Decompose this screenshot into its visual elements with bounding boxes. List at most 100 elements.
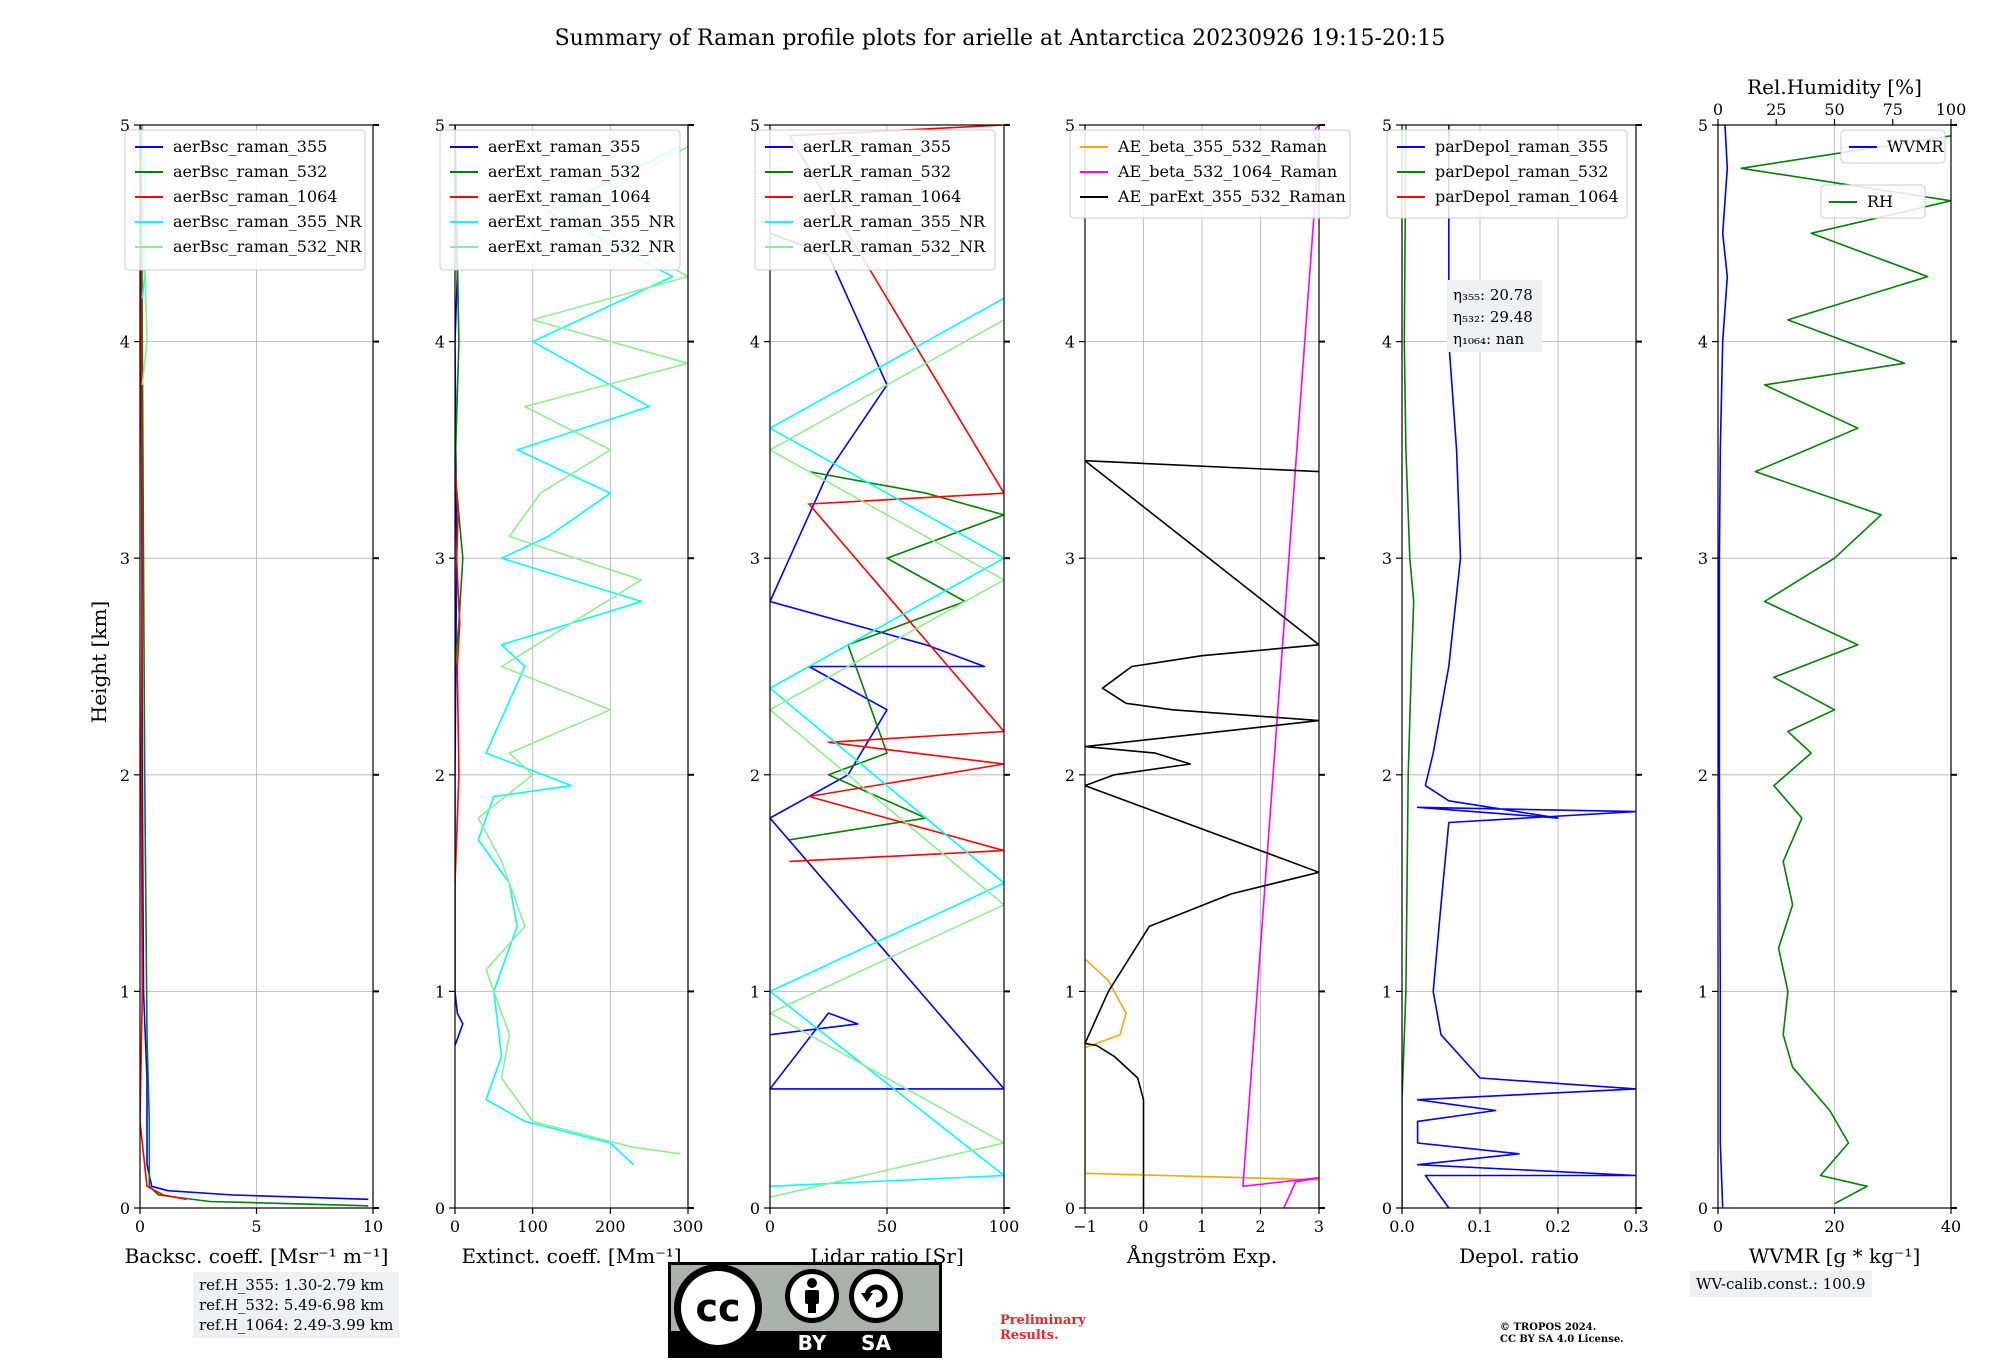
x-axis-label: Ångström Exp. [1126,1243,1277,1268]
legend-label: aerBsc_raman_532 [173,162,327,181]
x2-tick-label: 25 [1766,100,1786,119]
x-tick-label: 0 [450,1217,460,1236]
y-tick-label: 4 [1698,333,1708,352]
copyright-note: © TROPOS 2024. CC BY SA 4.0 License. [1500,1322,1624,1346]
legend-label: parDepol_raman_532 [1435,162,1608,181]
legend-label: aerBsc_raman_355 [173,137,327,156]
legend-label: aerBsc_raman_355_NR [173,212,362,231]
plot-area [455,125,688,1208]
preliminary-line-2: Results. [1000,1328,1086,1343]
y-tick-label: 4 [120,333,130,352]
x-tick-label: 10 [363,1217,383,1236]
x-tick-label: 0 [1138,1217,1148,1236]
x-tick-label: 40 [1941,1217,1961,1236]
share-alike-icon [849,1269,903,1323]
ref-height-532: ref.H_532: 5.49-6.98 km [199,1295,393,1315]
chart-panel-4: 012345−10123Ångström Exp.AE_beta_355_532… [1065,116,1350,1268]
x-tick-label: 20 [1824,1217,1844,1236]
y-tick-label: 2 [750,766,760,785]
y-tick-label: 4 [1382,333,1392,352]
x-tick-label: 0.3 [1623,1217,1648,1236]
copyright-line-2: CC BY SA 4.0 License. [1500,1334,1624,1346]
legend-label: aerExt_raman_532 [488,162,641,181]
y-tick-label: 1 [1065,982,1075,1001]
legend-label: aerLR_raman_355_NR [803,212,986,231]
copyright-line-1: © TROPOS 2024. [1500,1322,1624,1334]
y-tick-label: 0 [1382,1199,1392,1218]
x-tick-label: 50 [877,1217,897,1236]
legend-label: AE_parExt_355_532_Raman [1117,187,1346,206]
x-tick-label: −1 [1073,1217,1097,1236]
legend-label: aerLR_raman_1064 [803,187,961,206]
panels-group: 0123450510Backsc. coeff. [Msr⁻¹ m⁻¹]aerB… [120,75,1966,1268]
legend: AE_beta_355_532_RamanAE_beta_532_1064_Ra… [1070,130,1350,218]
x2-tick-label: 0 [1713,100,1723,119]
legend-label: parDepol_raman_1064 [1435,187,1619,206]
y-tick-label: 4 [435,333,445,352]
x-tick-label: 2 [1255,1217,1265,1236]
x-tick-label: 0.0 [1389,1217,1414,1236]
badge-by-text: BY [798,1331,827,1355]
legend-label: aerBsc_raman_1064 [173,187,338,206]
cc-icon: cc [674,1264,762,1352]
figure-title: Summary of Raman profile plots for ariel… [555,26,1446,51]
y-tick-label: 0 [1065,1199,1075,1218]
y-tick-label: 3 [750,549,760,568]
x-tick-label: 3 [1314,1217,1324,1236]
wv-calib-box: WV-calib.const.: 100.9 [1690,1271,1872,1297]
y-tick-label: 2 [120,766,130,785]
annotation-line: η₁₀₆₄: nan [1453,330,1524,348]
x-tick-label: 0.1 [1467,1217,1492,1236]
x-axis-label: Backsc. coeff. [Msr⁻¹ m⁻¹] [125,1244,389,1268]
legend-label: aerLR_raman_532_NR [803,237,986,256]
ref-heights-box: ref.H_355: 1.30-2.79 km ref.H_532: 5.49-… [193,1272,399,1338]
chart-panel-2: 0123450100200300Extinct. coeff. [Mm⁻¹]ae… [435,116,703,1268]
y-tick-label: 2 [1698,766,1708,785]
y-tick-label: 0 [435,1199,445,1218]
x-axis-label: Depol. ratio [1459,1244,1579,1268]
legend-label: WVMR [1887,137,1944,156]
preliminary-line-1: Preliminary [1000,1313,1086,1328]
x2-tick-label: 50 [1824,100,1844,119]
chart-panel-3: 012345050100Lidar ratio [Sr]aerLR_raman_… [750,116,1019,1268]
x-axis-label: WVMR [g * kg⁻¹] [1749,1244,1921,1268]
ref-height-1064: ref.H_1064: 2.49-3.99 km [199,1315,393,1335]
legend-label: aerLR_raman_355 [803,137,951,156]
x-tick-label: 0 [1713,1217,1723,1236]
y-tick-label: 2 [435,766,445,785]
legend-label: AE_beta_532_1064_Raman [1117,162,1337,181]
y-tick-label: 2 [1382,766,1392,785]
y-tick-label: 3 [1382,549,1392,568]
x-tick-label: 5 [251,1217,261,1236]
y-tick-label: 4 [1065,333,1075,352]
x-tick-label: 100 [517,1217,548,1236]
preliminary-results-note: Preliminary Results. [1000,1313,1086,1343]
cc-by-sa-badge: cc BY SA [668,1262,942,1358]
legend: parDepol_raman_355 parDepol_raman_532 parD… [1387,130,1627,218]
legend-label: aerExt_raman_355_NR [488,212,676,231]
y-tick-label: 1 [750,982,760,1001]
y-tick-label: 1 [1698,982,1708,1001]
x-tick-label: 0.2 [1545,1217,1570,1236]
x-tick-label: 1 [1197,1217,1207,1236]
y-tick-label: 0 [1698,1199,1708,1218]
x-tick-label: 0 [765,1217,775,1236]
legend-label: aerLR_raman_532 [803,162,951,181]
legend-label: aerBsc_raman_532_NR [173,237,362,256]
y-axis-label: Height [km] [87,601,111,723]
legend-label: parDepol_raman_355 [1435,137,1608,156]
chart-panel-5: 0123450.00.10.20.3Depol. ratioparDepol_r… [1382,116,1649,1268]
y-tick-label: 3 [1065,549,1075,568]
legend-label: aerExt_raman_1064 [488,187,651,206]
y-tick-label: 1 [435,982,445,1001]
badge-sa-text: SA [861,1331,891,1355]
wv-calib-text: WV-calib.const.: 100.9 [1696,1274,1866,1294]
x-tick-label: 0 [135,1217,145,1236]
attribution-icon [785,1269,839,1323]
legend-label: RH [1867,192,1893,211]
y-tick-label: 0 [120,1199,130,1218]
y-tick-label: 3 [435,549,445,568]
annotation-line: η₃₅₅: 20.78 [1453,286,1533,304]
annotation-line: η₅₃₂: 29.48 [1453,308,1533,326]
